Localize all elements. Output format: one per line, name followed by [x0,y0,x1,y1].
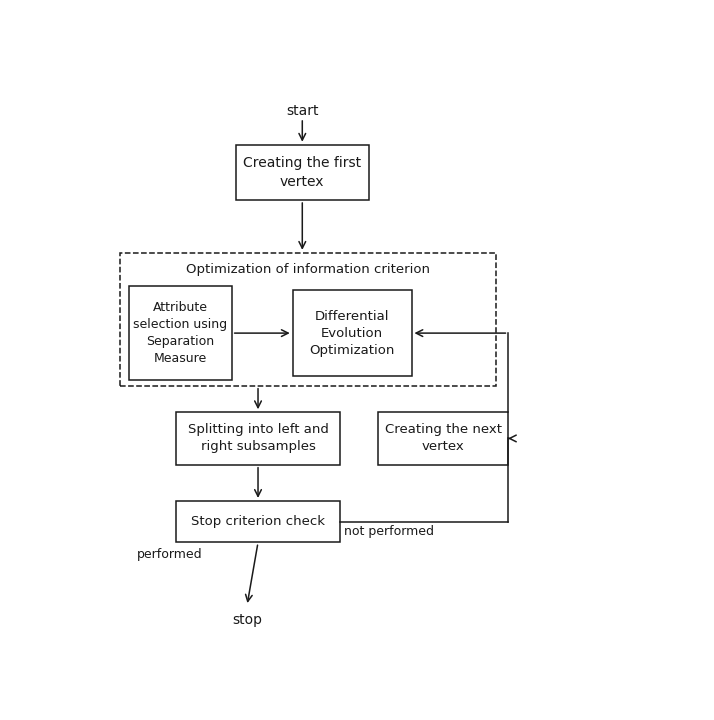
Text: Attribute
selection using
Separation
Measure: Attribute selection using Separation Mea… [134,301,228,365]
Text: performed: performed [136,548,202,561]
Bar [378,412,508,465]
Text: stop: stop [232,613,262,626]
Text: Stop criterion check: Stop criterion check [191,515,325,528]
Bar [176,501,340,542]
Text: Creating the first
vertex: Creating the first vertex [243,156,361,189]
Bar [176,412,340,465]
Text: not performed: not performed [344,526,434,539]
Bar [293,290,411,376]
Bar [120,253,496,386]
Text: Creating the next
vertex: Creating the next vertex [385,423,502,454]
Text: Splitting into left and
right subsamples: Splitting into left and right subsamples [188,423,328,454]
Bar [129,286,232,380]
Text: start: start [286,104,318,118]
Text: Optimization of information criterion: Optimization of information criterion [186,263,430,276]
Bar [236,145,368,200]
Text: Differential
Evolution
Optimization: Differential Evolution Optimization [309,310,395,356]
